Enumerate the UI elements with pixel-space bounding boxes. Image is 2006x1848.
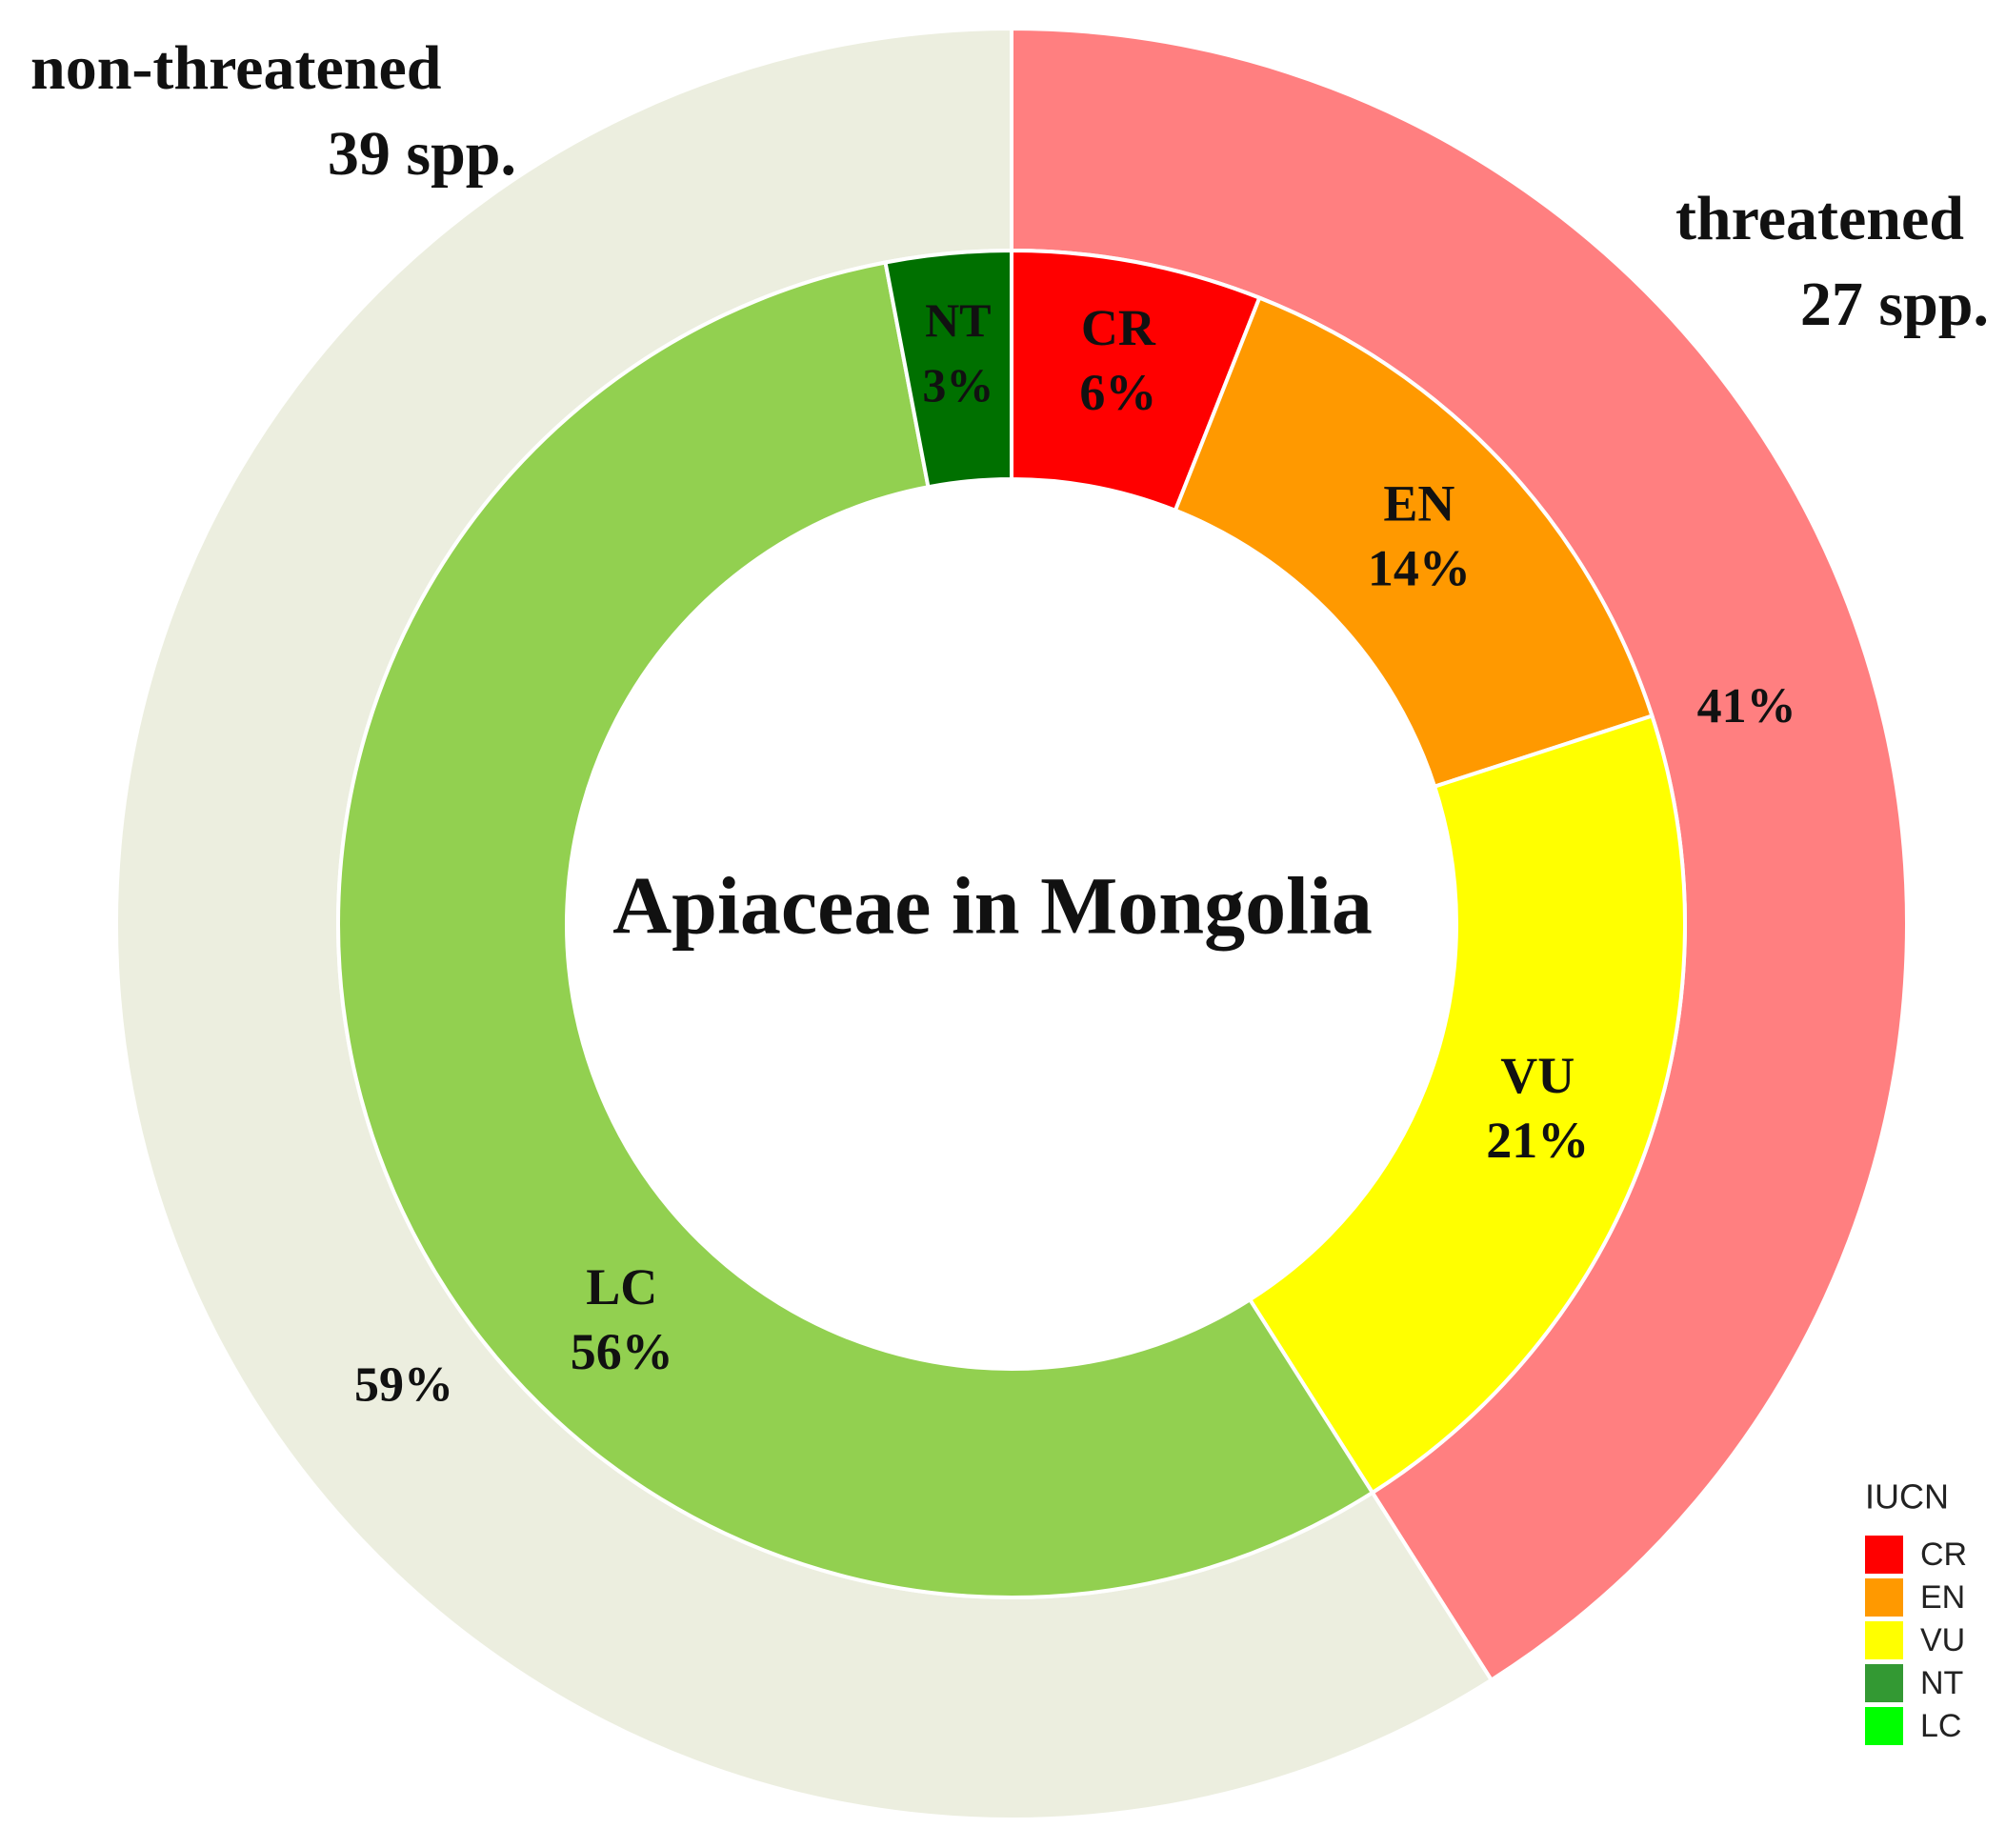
legend-label-vu: VU bbox=[1920, 1622, 1965, 1658]
inner-category-label-cr: CR bbox=[1081, 299, 1156, 356]
legend-swatch-nt bbox=[1865, 1664, 1903, 1702]
legend-title: IUCN bbox=[1865, 1477, 1949, 1517]
legend-label-lc: LC bbox=[1920, 1708, 1961, 1744]
inner-value-label-nt: 3% bbox=[922, 358, 993, 412]
inner-value-label-en: 14% bbox=[1368, 540, 1471, 597]
legend-label-cr: CR bbox=[1920, 1537, 1967, 1573]
inner-segment-vu bbox=[1247, 713, 1687, 1496]
group-label-threatened: threatened bbox=[1675, 184, 1964, 253]
group-count-non-threatened: 39 spp. bbox=[328, 119, 516, 189]
inner-segment-nt bbox=[883, 248, 1013, 490]
group-count-threatened: 27 spp. bbox=[1800, 270, 1989, 339]
legend-swatch-en bbox=[1865, 1578, 1903, 1617]
outer-value-label-threatened: 41% bbox=[1697, 679, 1796, 733]
legend-swatch-cr bbox=[1865, 1536, 1903, 1574]
outer-value-label-non-threatened: 59% bbox=[354, 1357, 453, 1412]
inner-value-label-lc: 56% bbox=[571, 1323, 673, 1380]
legend-label-nt: NT bbox=[1920, 1665, 1963, 1701]
inner-value-label-vu: 21% bbox=[1486, 1112, 1589, 1169]
legend-label-en: EN bbox=[1920, 1579, 1965, 1616]
inner-category-label-lc: LC bbox=[586, 1258, 657, 1316]
inner-category-label-en: EN bbox=[1383, 475, 1454, 532]
inner-category-label-nt: NT bbox=[925, 293, 991, 347]
inner-category-label-vu: VU bbox=[1500, 1047, 1575, 1104]
inner-value-label-cr: 6% bbox=[1079, 364, 1156, 421]
chart-title: Apiaceae in Mongolia bbox=[612, 860, 1373, 952]
legend-swatch-vu bbox=[1865, 1621, 1903, 1659]
group-label-non-threatened: non-threatened bbox=[30, 33, 441, 103]
inner-segment-lc bbox=[336, 260, 1375, 1599]
inner-segment-en bbox=[1173, 295, 1655, 790]
legend-swatch-lc bbox=[1865, 1707, 1903, 1745]
